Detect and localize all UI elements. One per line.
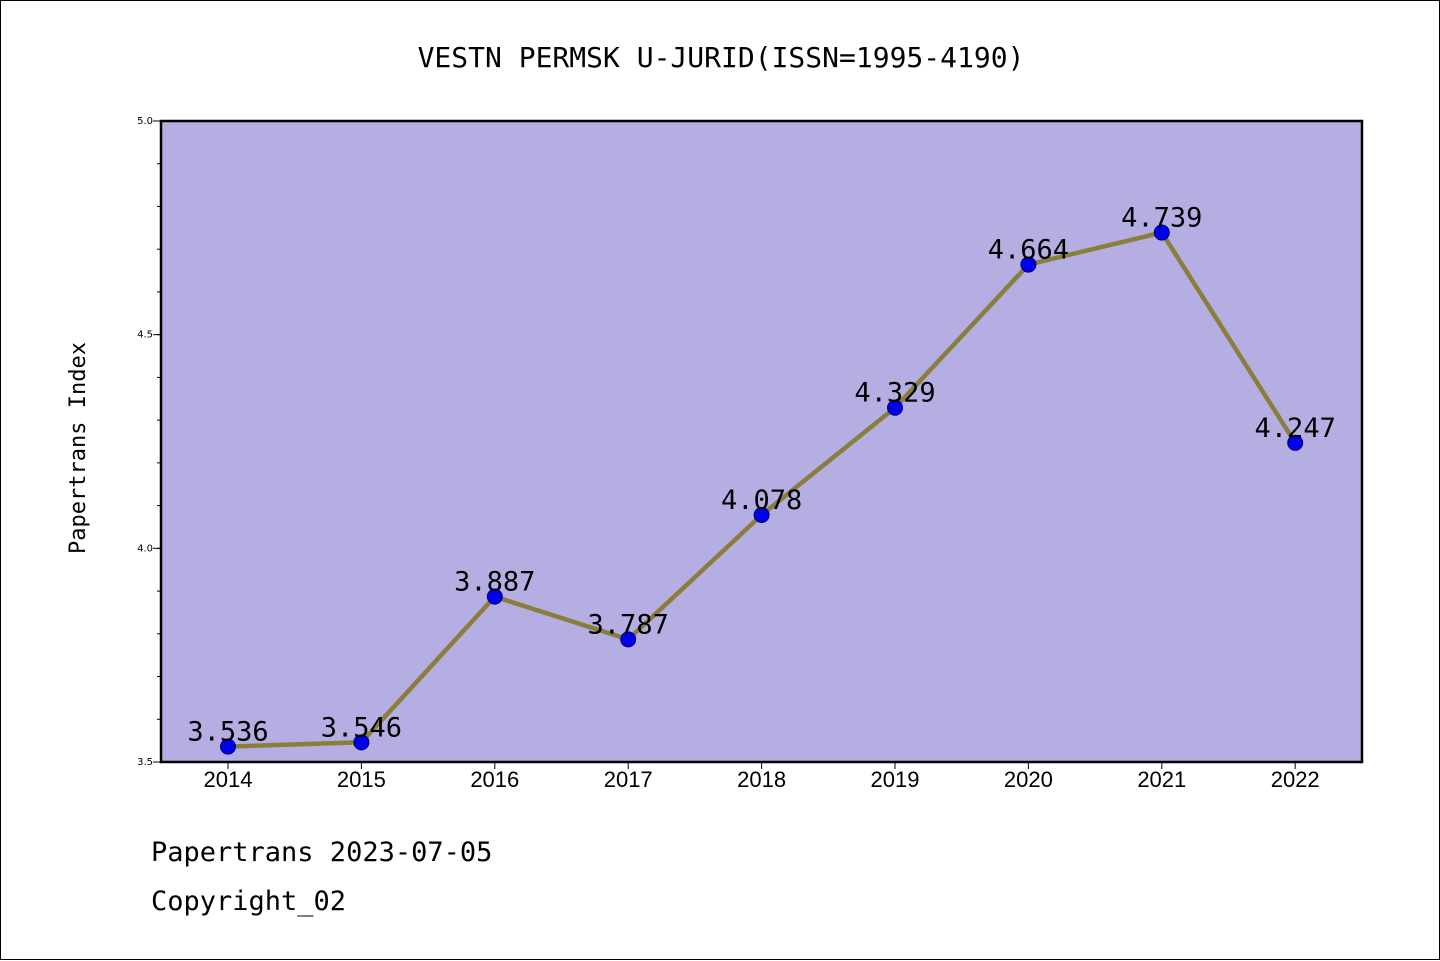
x-tick-label: 2018 <box>737 767 786 792</box>
x-tick-label: 2017 <box>604 767 653 792</box>
y-axis-label: Papertrans Index <box>66 342 91 554</box>
y-tick-label: 4.5 <box>137 330 153 341</box>
data-point-marker <box>753 507 770 524</box>
x-tick-label: 2021 <box>1137 767 1186 792</box>
data-label: 3.787 <box>588 609 669 640</box>
data-point-marker <box>353 734 370 751</box>
x-tick-label: 2016 <box>470 767 519 792</box>
x-tick-label: 2019 <box>871 767 920 792</box>
data-label: 3.536 <box>187 717 268 748</box>
data-label: 4.247 <box>1255 413 1336 444</box>
data-label: 4.329 <box>854 378 935 409</box>
axis-ticks: 3.5 4.0 4.5 5.0 2014 2015 2016 2017 2018 2019 2020… <box>137 116 1320 792</box>
data-labels: 3.536 3.546 3.887 3.787 4.078 4.329 4.664 4.739… <box>187 203 1335 748</box>
x-tick-label: 2020 <box>1004 767 1053 792</box>
data-point-marker <box>620 631 637 648</box>
data-label: 4.739 <box>1121 203 1202 234</box>
data-label: 4.664 <box>988 235 1069 266</box>
x-tick-label: 2015 <box>337 767 386 792</box>
x-tick-label: 2014 <box>204 767 253 792</box>
data-point-marker <box>887 399 903 416</box>
series-line-layer <box>220 224 1304 755</box>
data-label: 3.546 <box>321 712 402 743</box>
y-tick-label: 5.0 <box>137 116 153 127</box>
copyright-text: Copyright_02 <box>151 886 347 917</box>
y-tick-label: 3.5 <box>137 757 153 768</box>
chart-title: VESTN PERMSK U-JURID(ISSN=1995-4190) <box>418 41 1025 74</box>
data-point-marker <box>1020 256 1037 273</box>
y-tick-label: 4.0 <box>137 543 153 554</box>
data-point-marker <box>1153 224 1170 241</box>
data-point-marker <box>220 738 236 755</box>
source-date-text: Papertrans 2023-07-05 <box>151 837 493 868</box>
data-point-marker <box>1287 434 1304 451</box>
data-point-marker <box>486 588 503 605</box>
plot-border <box>159 119 1364 764</box>
x-tick-label: 2022 <box>1271 767 1320 792</box>
data-label: 4.078 <box>721 485 802 516</box>
data-label: 3.887 <box>454 567 535 598</box>
